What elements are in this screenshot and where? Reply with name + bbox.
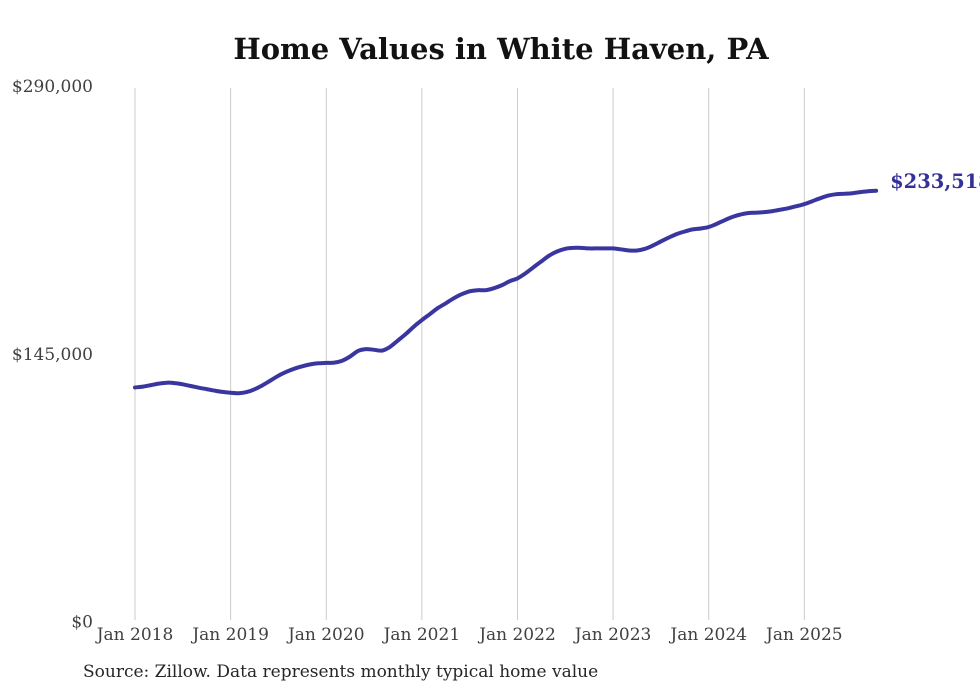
x-tick-jan-2022: Jan 2022 bbox=[477, 625, 556, 645]
source-note: Source: Zillow. Data represents monthly … bbox=[83, 662, 598, 682]
x-tick-jan-2019: Jan 2019 bbox=[190, 625, 269, 645]
x-tick-jan-2023: Jan 2023 bbox=[573, 625, 652, 645]
y-tick-290000: $290,000 bbox=[12, 77, 93, 97]
y-tick-0: $0 bbox=[71, 613, 93, 633]
x-tick-jan-2020: Jan 2020 bbox=[286, 625, 365, 645]
x-tick-jan-2024: Jan 2024 bbox=[668, 625, 747, 645]
y-tick-145000: $145,000 bbox=[12, 345, 93, 365]
home-value-line bbox=[133, 188, 879, 396]
chart-title: Home Values in White Haven, PA bbox=[233, 32, 769, 66]
x-axis-labels: Jan 2018 Jan 2019 Jan 2020 Jan 2021 Jan 2022… bbox=[95, 625, 843, 645]
x-tick-jan-2025: Jan 2025 bbox=[764, 625, 843, 645]
latest-value-label: $233,518 bbox=[890, 170, 980, 193]
x-tick-jan-2018: Jan 2018 bbox=[95, 625, 174, 645]
y-axis-labels: $0 $145,000 $290,000 bbox=[12, 77, 93, 633]
x-tick-jan-2021: Jan 2021 bbox=[382, 625, 461, 645]
gridlines bbox=[134, 88, 805, 620]
